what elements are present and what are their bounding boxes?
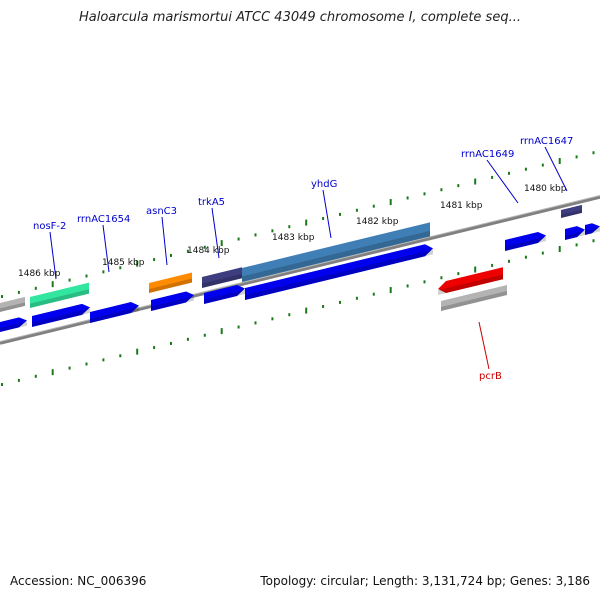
gene-leader-line xyxy=(102,224,110,273)
yhdG-feature xyxy=(242,222,430,282)
yhdG-feature-body xyxy=(242,222,430,282)
rrnAC1647-feature xyxy=(561,204,582,218)
gene-label: asnC3 xyxy=(146,206,177,217)
gene-label: pcrB xyxy=(479,371,502,382)
gene-leader-line xyxy=(544,146,568,192)
cds-feature-body xyxy=(585,223,600,235)
asnC3-feature xyxy=(149,272,192,293)
nosF-2-feature xyxy=(30,282,89,308)
rrna-feature-shade xyxy=(441,290,507,311)
pcrB-feature xyxy=(438,267,503,295)
gene-label: trkA5 xyxy=(198,197,225,208)
cds-feature xyxy=(32,303,90,327)
cds-feature xyxy=(565,226,585,240)
yhdG-cds-feature xyxy=(245,244,433,300)
kbp-label: 1484 kbp xyxy=(187,246,230,256)
cds-feature-body xyxy=(151,291,194,311)
cds-feature-body xyxy=(565,226,585,240)
cds-feature-body xyxy=(505,231,546,251)
cds-feature xyxy=(585,223,600,235)
gene-label: rrnAC1647 xyxy=(520,136,573,147)
gene-leader-line xyxy=(49,231,57,280)
asnC3-feature-shade xyxy=(149,278,192,293)
cds-feature-shade xyxy=(32,308,90,327)
cds-feature-body xyxy=(32,303,90,327)
nosF-2-feature-body xyxy=(30,282,89,308)
gene-label: rrnAC1649 xyxy=(461,149,514,160)
cds-feature-body xyxy=(0,317,27,332)
kbp-label: 1482 kbp xyxy=(356,217,399,227)
rrnAC1647-feature-body xyxy=(561,204,582,218)
gene-leader-line xyxy=(161,216,168,266)
kbp-label: 1483 kbp xyxy=(272,233,315,243)
cds-feature-shade xyxy=(585,227,600,235)
kbp-label: 1485 kbp xyxy=(102,258,145,268)
rrna-feature-body xyxy=(441,284,507,311)
gene-label: rrnAC1654 xyxy=(77,214,130,225)
accession-text: Accession: NC_006396 xyxy=(10,574,147,588)
rrna-gene-feature-shade xyxy=(0,302,25,312)
gene-label: yhdG xyxy=(311,179,337,190)
asnC3-feature-body xyxy=(149,272,192,293)
cds-feature-shade xyxy=(565,230,585,240)
gene-leader-line xyxy=(486,159,519,204)
inner-tick-row xyxy=(1,239,595,387)
cds-feature-shade xyxy=(204,289,245,304)
outer-tick-row xyxy=(1,151,595,299)
pcrB-feature-shade xyxy=(438,274,503,295)
yhdG-cds-feature-shade xyxy=(245,249,433,300)
rrna-feature xyxy=(441,284,507,311)
yhdG-cds-feature-body xyxy=(245,244,433,300)
trkA5-feature xyxy=(202,267,242,288)
rrna-gene-feature xyxy=(0,296,25,312)
map-title: Haloarcula marismortui ATCC 43049 chromo… xyxy=(79,10,521,25)
cds-feature xyxy=(90,302,139,323)
gene-leader-line xyxy=(211,207,220,259)
cds-feature xyxy=(505,231,546,251)
label-layer: 1486 kbp 1485 kbp 1484 kbp 1483 kbp 1482 kbp… xyxy=(18,136,573,382)
cds-feature xyxy=(204,284,245,304)
rrnAC1647-feature-shade xyxy=(561,209,582,218)
trkA5-feature-body xyxy=(202,267,242,288)
nosF-2-feature-shade xyxy=(30,289,89,308)
feature-layer xyxy=(0,204,600,332)
genome-summary-text: Topology: circular; Length: 3,131,724 bp… xyxy=(260,574,590,588)
cds-feature-shade xyxy=(0,321,27,332)
trkA5-feature-shade xyxy=(202,273,242,288)
tick-layer xyxy=(1,151,595,387)
cds-feature-shade xyxy=(505,236,546,251)
yhdG-feature-shade xyxy=(242,230,430,282)
cds-feature-shade xyxy=(90,306,139,323)
cds-feature xyxy=(151,291,194,311)
cds-feature-shade xyxy=(151,296,194,311)
kbp-label: 1481 kbp xyxy=(440,201,483,211)
gene-leader-line xyxy=(322,189,332,239)
rrna-gene-feature-body xyxy=(0,296,25,312)
cds-feature-body xyxy=(204,284,245,304)
cds-feature-body xyxy=(90,302,139,323)
gene-leader-line xyxy=(478,321,490,370)
gene-label: nosF-2 xyxy=(33,221,66,232)
cds-feature xyxy=(0,317,27,332)
kbp-label: 1486 kbp xyxy=(18,269,61,279)
kbp-label: 1480 kbp xyxy=(524,184,567,194)
pcrB-feature-body xyxy=(438,267,503,294)
